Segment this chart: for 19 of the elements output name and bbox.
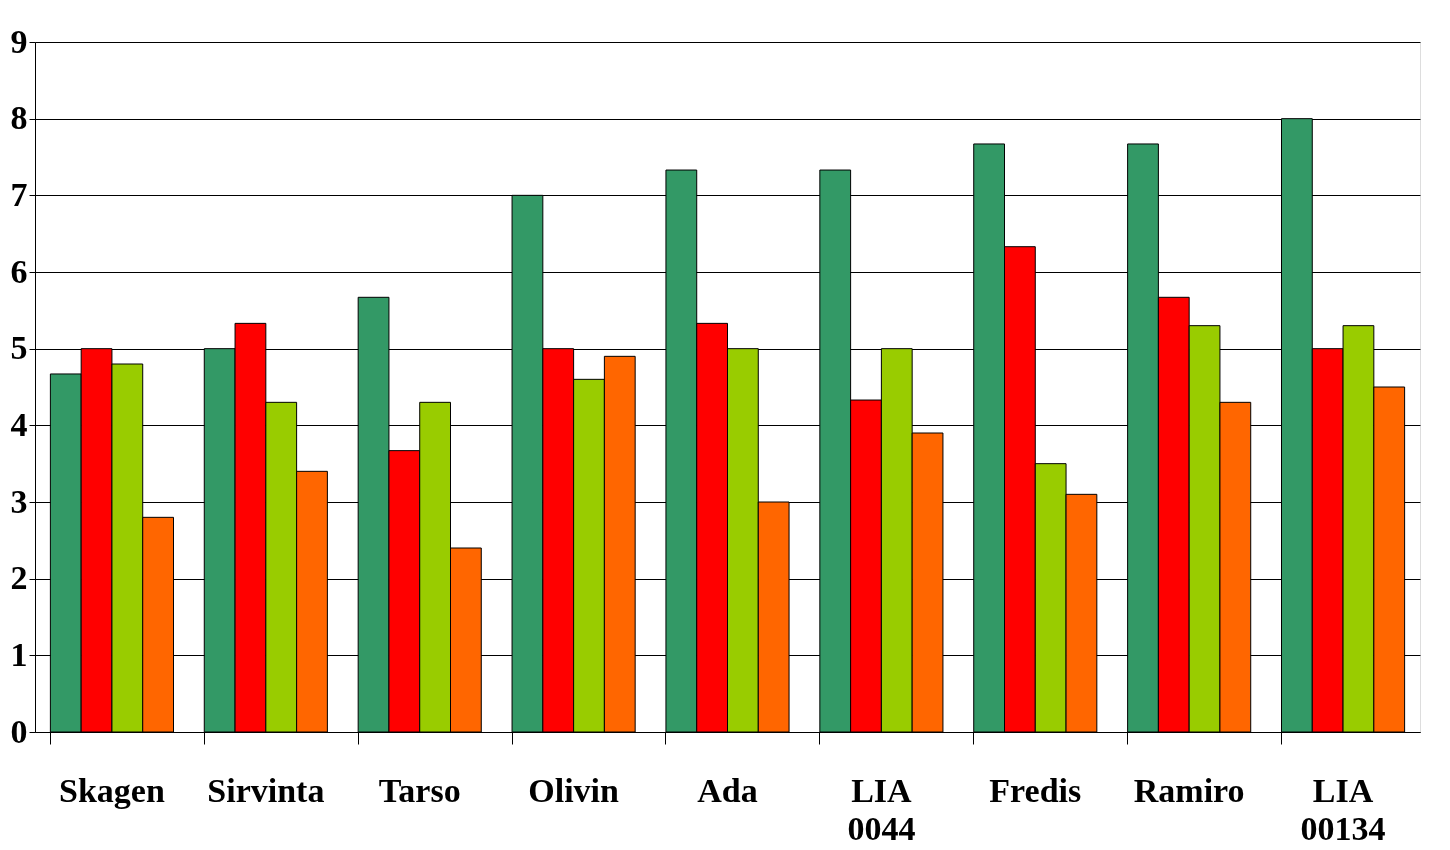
x-tick-label: Sirvinta xyxy=(207,771,325,809)
x-tick-label: Fredis xyxy=(989,771,1082,809)
y-tick-label: 8 xyxy=(10,99,28,137)
x-tick-label: Ramiro xyxy=(1133,771,1245,809)
y-tick-label: 5 xyxy=(10,329,28,367)
y-tick-label: 9 xyxy=(10,22,28,60)
x-tick-label: LIA 00134 xyxy=(1300,771,1386,847)
x-tick-label: Olivin xyxy=(528,771,620,809)
x-tick-label: LIA 0044 xyxy=(847,771,916,847)
y-tick-label: 1 xyxy=(10,635,28,673)
y-tick-label: 7 xyxy=(10,175,28,213)
y-tick-label: 3 xyxy=(10,482,28,520)
y-tick-label: 2 xyxy=(10,559,28,597)
x-tick-label: Ada xyxy=(697,771,758,809)
x-tick-label: Skagen xyxy=(59,771,165,809)
y-tick-label: 4 xyxy=(10,405,28,443)
x-tick-label: Tarso xyxy=(378,771,461,809)
y-tick-label: 0 xyxy=(10,712,28,750)
y-tick-label: 6 xyxy=(10,252,28,290)
